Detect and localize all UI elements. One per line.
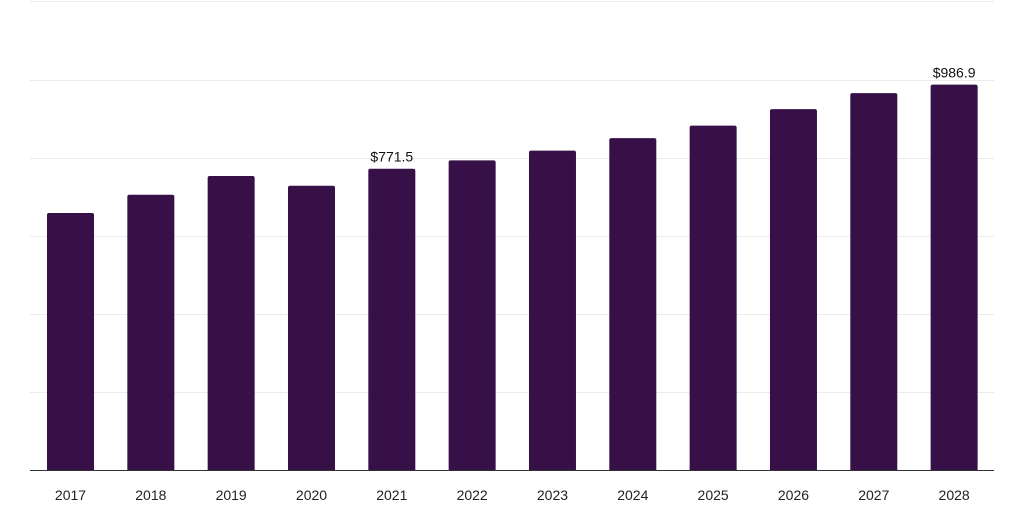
x-axis-tick-labels: 2017 2018 2019 2020 2021 2022 2023 2024 2025 2026… [55,487,970,503]
data-label-2028: $986.9 [933,65,976,81]
bar-2028 [930,84,978,471]
bar-2025 [689,125,737,470]
bar-2026 [769,109,817,470]
data-labels: $771.5 $986.9 [370,65,975,165]
x-tick-label-2025: 2025 [698,487,729,503]
x-tick-label-2019: 2019 [216,487,247,503]
bars [47,84,978,471]
gridlines [30,1,994,393]
bar-2023 [528,150,576,471]
bar-2027 [850,93,898,470]
bar-2021 [368,168,416,470]
x-tick-label-2024: 2024 [617,487,648,503]
bar-2020 [287,185,335,470]
x-tick-label-2020: 2020 [296,487,327,503]
x-tick-label-2026: 2026 [778,487,809,503]
bar-2019 [207,175,255,471]
x-tick-label-2023: 2023 [537,487,568,503]
x-tick-label-2018: 2018 [135,487,166,503]
bar-2017 [47,213,94,470]
x-tick-label-2022: 2022 [457,487,488,503]
bar-2018 [127,194,175,470]
x-tick-label-2021: 2021 [376,487,407,503]
x-tick-label-2028: 2028 [939,487,970,503]
data-label-2021: $771.5 [370,149,413,165]
bar-2024 [609,138,657,470]
bar-2022 [448,160,496,470]
x-tick-label-2027: 2027 [858,487,889,503]
x-tick-label-2017: 2017 [55,487,86,503]
